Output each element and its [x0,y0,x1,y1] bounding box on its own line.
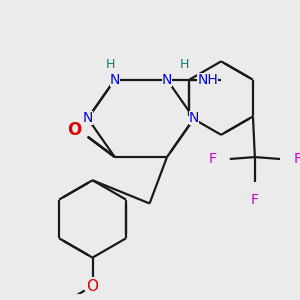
Text: O: O [67,121,81,139]
Text: F: F [293,152,300,166]
Text: F: F [208,152,216,166]
Text: N: N [82,111,93,125]
Text: F: F [251,193,259,207]
Text: NH: NH [197,73,218,87]
Text: O: O [86,279,98,294]
Text: N: N [162,73,172,87]
Text: N: N [189,111,199,125]
Text: H: H [106,58,116,71]
Text: H: H [180,58,189,71]
Text: N: N [110,73,120,87]
